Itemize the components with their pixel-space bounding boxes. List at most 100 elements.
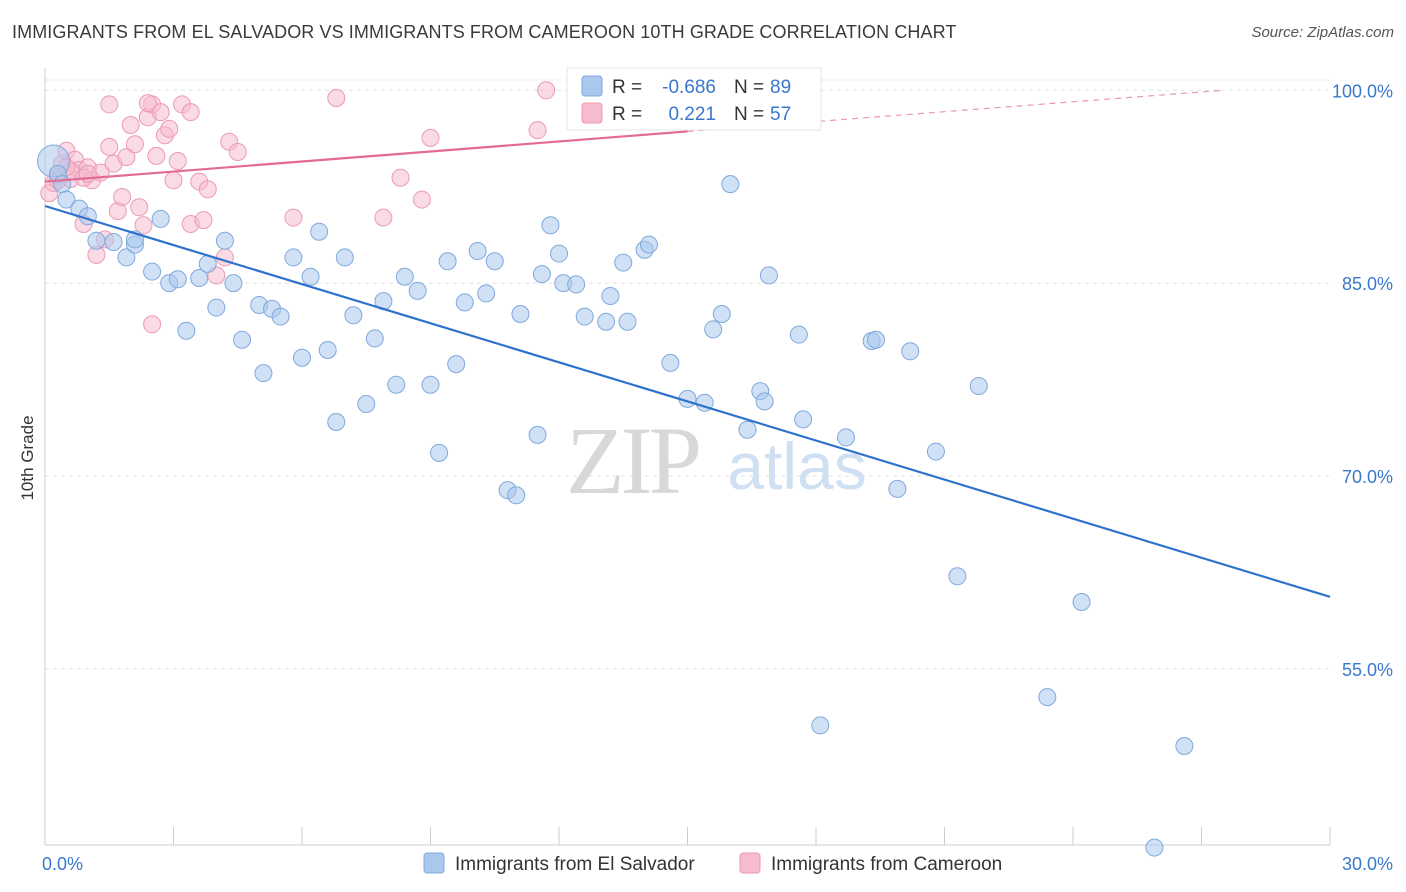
legend-n-value: 89 (770, 77, 791, 98)
point-el-salvador (430, 443, 449, 462)
point-el-salvador (712, 305, 731, 323)
watermark-zip: ZIP (566, 407, 699, 514)
point-el-salvador (550, 244, 568, 263)
point-el-salvador (327, 413, 346, 431)
point-el-salvador (1145, 838, 1164, 857)
point-el-salvador (318, 341, 337, 359)
point-el-salvador (395, 267, 414, 286)
point-cameroon (181, 103, 200, 122)
source-label: Source: ZipAtlas.com (1251, 24, 1394, 41)
point-cameroon (78, 164, 97, 183)
point-el-salvador (301, 267, 320, 286)
point-el-salvador (721, 175, 740, 194)
legend-label-cameroon: Immigrants from Cameroon (771, 854, 1002, 875)
point-el-salvador (177, 321, 196, 340)
watermark: ZIP atlas (566, 407, 867, 514)
point-cameroon (100, 95, 119, 114)
point-el-salvador (926, 442, 945, 461)
point-cameroon (421, 128, 440, 147)
point-el-salvador (468, 242, 487, 260)
point-el-salvador (57, 190, 76, 209)
point-cameroon (151, 103, 170, 122)
point-el-salvador (601, 287, 620, 305)
y-tick-label: 70.0% (1342, 467, 1393, 487)
tick-labels: 55.0% 70.0% 85.0% 100.0% 0.0% 30.0% (42, 81, 1393, 874)
x-tick-label: 0.0% (42, 854, 83, 874)
point-el-salvador (794, 410, 813, 429)
point-el-salvador (87, 231, 106, 250)
legend-n-value: 57 (770, 104, 791, 125)
point-el-salvador (575, 307, 594, 326)
point-el-salvador (365, 329, 384, 348)
y-axis-label: 10th Grade (18, 415, 37, 500)
point-el-salvador (254, 364, 273, 383)
point-cameroon (164, 171, 183, 190)
axes (44, 68, 1331, 846)
legend-label-el-salvador: Immigrants from El Salvador (455, 854, 695, 875)
chart-title: IMMIGRANTS FROM EL SALVADOR VS IMMIGRANT… (12, 22, 957, 42)
point-el-salvador (836, 428, 855, 447)
series-el-salvador (37, 144, 1194, 857)
point-cameroon (537, 81, 556, 100)
point-cameroon (100, 137, 119, 156)
point-el-salvador (215, 231, 234, 250)
point-cameroon (391, 168, 410, 187)
point-el-salvador (789, 325, 808, 344)
point-el-salvador (532, 265, 551, 284)
y-tick-label: 85.0% (1342, 274, 1393, 294)
point-el-salvador (866, 330, 885, 349)
grid-lines (45, 79, 1330, 670)
point-cameroon (143, 315, 162, 334)
point-el-salvador (507, 486, 526, 505)
point-cameroon (125, 135, 144, 154)
point-el-salvador (151, 209, 170, 228)
point-el-salvador (284, 248, 303, 267)
point-el-salvador (207, 298, 226, 317)
point-el-salvador (528, 425, 547, 444)
point-el-salvador (310, 222, 329, 241)
point-cameroon (194, 211, 213, 230)
point-el-salvador (190, 269, 209, 287)
point-cameroon (147, 146, 166, 165)
point-el-salvador (344, 306, 363, 325)
point-el-salvador (143, 262, 162, 281)
legend-r-value: 0.221 (668, 104, 716, 125)
legend-swatch-blue (581, 75, 603, 97)
point-cameroon (284, 208, 303, 227)
point-el-salvador (755, 392, 774, 411)
legend-swatch-el-salvador (423, 852, 445, 874)
point-el-salvador (614, 253, 633, 272)
legend-swatch-cameroon (739, 852, 761, 874)
point-cameroon (113, 188, 132, 206)
point-el-salvador (511, 305, 530, 323)
point-cameroon (160, 119, 179, 138)
point-el-salvador (477, 284, 496, 303)
point-cameroon (117, 148, 136, 167)
point-el-salvador (421, 375, 440, 394)
trend-line-el-salvador (44, 204, 1331, 598)
point-cameroon (121, 116, 140, 134)
y-tick-label: 100.0% (1332, 81, 1393, 101)
point-cameroon (374, 208, 393, 227)
y-tick-label: 55.0% (1342, 660, 1393, 680)
point-el-salvador (233, 330, 252, 349)
legend-n-label: N = (734, 104, 764, 125)
legend-n-label: N = (734, 77, 764, 98)
legend-r-value: -0.686 (662, 77, 716, 98)
point-el-salvador (335, 248, 354, 267)
legend-r-label: R = (612, 77, 642, 98)
point-el-salvador (661, 353, 680, 372)
legend-r-label: R = (612, 104, 642, 125)
point-cameroon (138, 94, 157, 113)
point-el-salvador (969, 377, 988, 395)
bottom-legend: Immigrants from El Salvador Immigrants f… (423, 852, 1002, 875)
point-cameroon (327, 89, 346, 107)
point-cameroon (130, 198, 149, 217)
point-el-salvador (168, 270, 187, 289)
legend-swatch-pink (581, 102, 603, 124)
point-el-salvador (901, 342, 920, 361)
point-el-salvador (704, 320, 723, 339)
point-el-salvador (485, 252, 504, 271)
point-el-salvador (1175, 737, 1194, 755)
trend-line-cameroon (44, 130, 688, 183)
